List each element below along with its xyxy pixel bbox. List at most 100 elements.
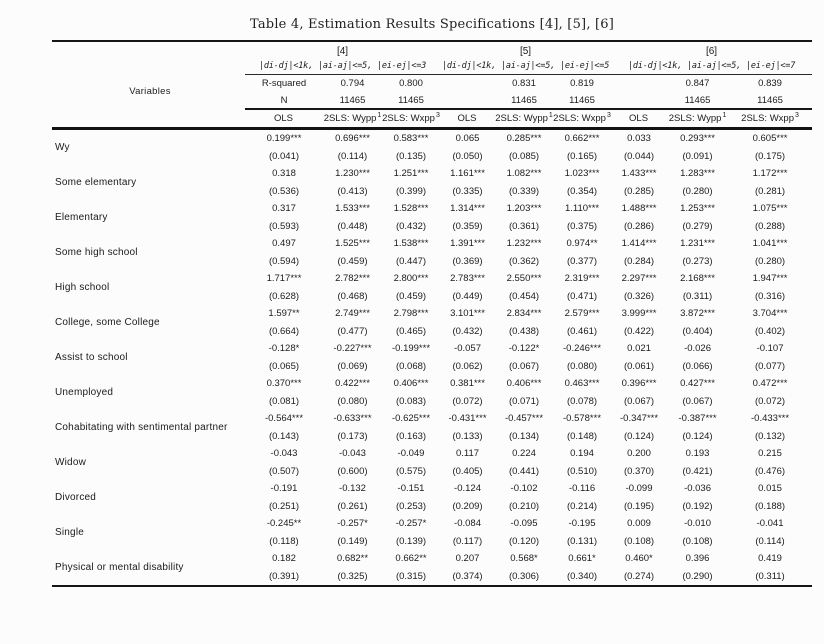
r-squared-value: 0.839 (758, 78, 782, 89)
table-body: Wy 0.199*** 0.696*** 0.583*** 0.065 0.285*** 0… (52, 129, 812, 587)
stderr-cell: (0.280) (682, 185, 713, 197)
n-value: 11465 (495, 92, 554, 110)
table-row: Divorced -0.191 -0.132 -0.151 -0.124 -0.102 -0… (52, 480, 812, 503)
stderr-cell: (0.173) (337, 430, 368, 442)
stderr-cell: (0.375) (566, 220, 598, 232)
stderr-cell: (0.050) (452, 150, 483, 162)
header-spacer (52, 41, 245, 75)
coefficient-cell: 0.583*** (393, 133, 429, 144)
table-row-stderr: (0.664) (0.477) (0.465) (0.432) (0.438) (0.46… (52, 322, 812, 340)
coefficient-cell: 0.285*** (506, 133, 542, 144)
stderr-cell: (0.325) (337, 570, 368, 582)
coefficient-cell: 0.605*** (752, 133, 788, 144)
coefficient-cell: 1.533*** (335, 203, 370, 214)
stderr-cell: (0.315) (395, 570, 427, 582)
table-row-stderr: (0.391) (0.325) (0.315) (0.374) (0.306) (0.34… (52, 567, 812, 586)
coefficient-cell: -0.191 (270, 483, 298, 494)
coefficient-cell: 0.460* (625, 553, 653, 564)
coefficient-cell: 2.550*** (506, 273, 542, 284)
coefficient-cell: 0.472*** (752, 378, 788, 389)
stderr-cell: (0.085) (508, 150, 540, 162)
table-row: Widow -0.043 -0.043 -0.049 0.117 0.224 0.194 0.… (52, 445, 812, 468)
coefficient-cell: -0.049 (397, 448, 425, 459)
estimator-header: 2SLS: Wxpp3 (728, 109, 813, 130)
coefficient-cell: 0.194 (570, 448, 594, 459)
coefficient-cell: 1.161*** (450, 168, 485, 179)
table-row-stderr: (0.507) (0.600) (0.575) (0.405) (0.441) (0.51… (52, 462, 812, 480)
coefficient-cell: 2.297*** (621, 273, 657, 284)
stderr-cell: (0.078) (566, 395, 598, 407)
stderr-cell: (0.072) (452, 395, 483, 407)
stderr-cell: (0.274) (623, 570, 655, 582)
stderr-cell: (0.449) (452, 290, 483, 302)
coefficient-cell: 0.033 (627, 133, 651, 144)
estimator-header: 2SLS: Wxpp3 (382, 109, 441, 130)
spec-4-header: [4] (336, 46, 349, 57)
stderr-cell: (0.192) (682, 500, 713, 512)
stderr-cell: (0.281) (754, 185, 786, 197)
stderr-cell: (0.326) (623, 290, 655, 302)
coefficient-cell: 0.381*** (450, 378, 485, 389)
stderr-cell: (0.377) (566, 255, 598, 267)
coefficient-cell: -0.457*** (505, 413, 544, 424)
coefficient-cell: -0.122* (508, 343, 540, 354)
stderr-cell: (0.081) (268, 395, 300, 407)
stderr-cell: (0.108) (682, 535, 713, 547)
coefficient-cell: 0.009 (627, 518, 651, 529)
r-squared-label: R-squared (261, 78, 307, 89)
stderr-cell: (0.062) (452, 360, 483, 372)
table-row-stderr: (0.041) (0.114) (0.135) (0.050) (0.085) (0.16… (52, 147, 812, 165)
stderr-cell: (0.209) (452, 500, 483, 512)
coefficient-cell: -0.128* (268, 343, 300, 354)
coefficient-cell: -0.625*** (391, 413, 431, 424)
r-squared-value (440, 75, 495, 93)
coefficient-cell: -0.043 (339, 448, 366, 459)
coefficient-cell: 1.075*** (752, 203, 788, 214)
coefficient-cell: 0.568* (510, 553, 538, 564)
table-row-stderr: (0.118) (0.149) (0.139) (0.117) (0.120) (0.13… (52, 532, 812, 550)
r-squared-value: 0.847 (685, 78, 710, 89)
coefficient-cell: -0.036 (684, 483, 711, 494)
estimator-label: 2SLS: Wxpp (741, 113, 794, 125)
variable-label: Cohabitating with sentimental partner (55, 422, 228, 433)
table-row-stderr: (0.594) (0.459) (0.447) (0.369) (0.362) (0.37… (52, 252, 812, 270)
stderr-cell: (0.041) (268, 150, 300, 162)
coefficient-cell: 2.168*** (680, 273, 715, 284)
stderr-cell: (0.510) (566, 465, 598, 477)
coefficient-cell: 0.661* (568, 553, 596, 564)
stderr-cell: (0.261) (337, 500, 368, 512)
coefficient-cell: 2.834*** (506, 308, 542, 319)
variables-header: Variables (129, 86, 171, 98)
r-squared-value: 0.794 (340, 78, 365, 89)
stderr-cell: (0.071) (508, 395, 540, 407)
coefficient-cell: -0.043 (270, 448, 298, 459)
stderr-cell: (0.120) (508, 535, 540, 547)
variable-label: Wy (55, 142, 70, 153)
stderr-cell: (0.083) (395, 395, 427, 407)
coefficient-cell: 0.419 (758, 553, 782, 564)
coefficient-cell: 1.314*** (450, 203, 485, 214)
spec-header-row: [4] [5] [6] (52, 41, 812, 61)
r-squared-value: 0.831 (512, 78, 536, 89)
coefficient-cell: -0.633*** (333, 413, 372, 424)
stderr-cell: (0.117) (452, 535, 483, 547)
stderr-cell: (0.402) (754, 325, 786, 337)
stderr-cell: (0.108) (623, 535, 655, 547)
spec-4-condition: |di-dj|<1k, |ai-aj|<=5, |ei-ej|<=3 (245, 61, 441, 75)
variable-label: Some elementary (55, 177, 137, 188)
estimator-header-row: OLS 2SLS: Wypp1 2SLS: Wxpp3 OLS 2SLS: Wy… (52, 109, 813, 130)
stderr-cell: (0.175) (754, 150, 786, 162)
coefficient-cell: 0.370*** (266, 378, 302, 389)
n-value: 11465 (553, 92, 612, 110)
table-row: Single -0.245** -0.257* -0.257* -0.084 -0.095… (52, 515, 812, 538)
n-value: 11465 (323, 92, 382, 110)
stderr-cell: (0.080) (566, 360, 598, 372)
coefficient-cell: 1.230*** (335, 168, 370, 179)
coefficient-cell: -0.041 (756, 518, 784, 529)
stderr-cell: (0.354) (566, 185, 598, 197)
coefficient-cell: 0.662** (395, 553, 427, 564)
estimator-header: OLS (440, 109, 496, 130)
coefficient-cell: -0.026 (684, 343, 711, 354)
variable-label: Single (55, 527, 84, 538)
stderr-cell: (0.461) (566, 325, 598, 337)
